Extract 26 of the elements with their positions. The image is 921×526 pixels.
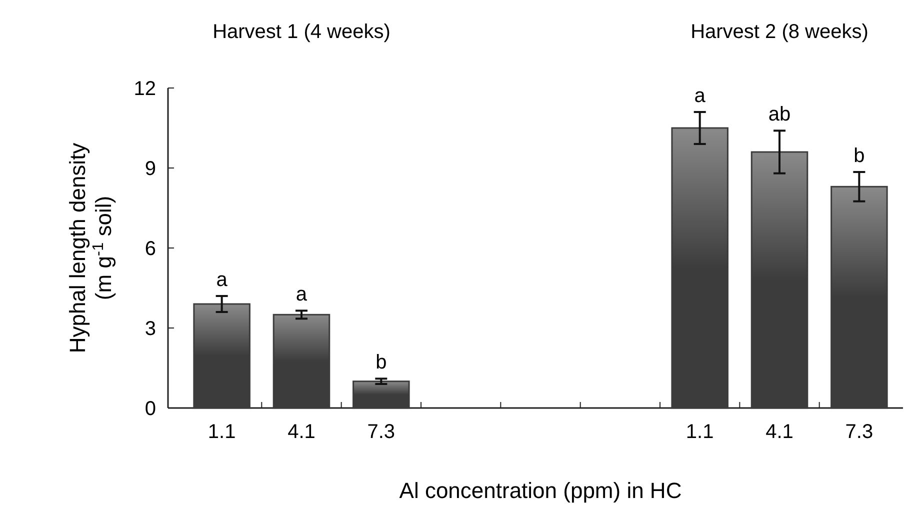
x-tick-label: 4.1: [288, 421, 316, 443]
x-tick-label: 1.1: [686, 421, 714, 443]
x-axis-title: Al concentration (ppm) in HC: [399, 478, 682, 503]
bar: [272, 314, 330, 409]
bar: [193, 303, 250, 409]
bar: [671, 127, 728, 409]
x-tick-label: 1.1: [208, 421, 236, 443]
y-tick-label: 3: [144, 318, 156, 340]
y-tick-label: 6: [144, 238, 156, 260]
text: Harvest 1 (4 weeks): [212, 21, 390, 43]
text: Harvest 2 (8 weeks): [690, 21, 868, 43]
y-tick-label: 12: [134, 78, 156, 100]
data-label: a: [694, 85, 706, 107]
x-tick-label: 7.3: [367, 421, 396, 443]
x-tick-label: 7.3: [845, 421, 874, 443]
data-label: a: [216, 269, 228, 291]
bar: [830, 186, 888, 409]
y-tick-label: 0: [144, 398, 156, 420]
bar: [750, 151, 808, 409]
y-tick-label: 9: [144, 158, 156, 180]
data-label: ab: [768, 104, 791, 126]
data-label: a: [296, 284, 308, 306]
data-label: b: [376, 352, 387, 374]
bar: [352, 380, 410, 409]
x-tick-label: 4.1: [766, 421, 794, 443]
data-label: b: [854, 145, 865, 167]
